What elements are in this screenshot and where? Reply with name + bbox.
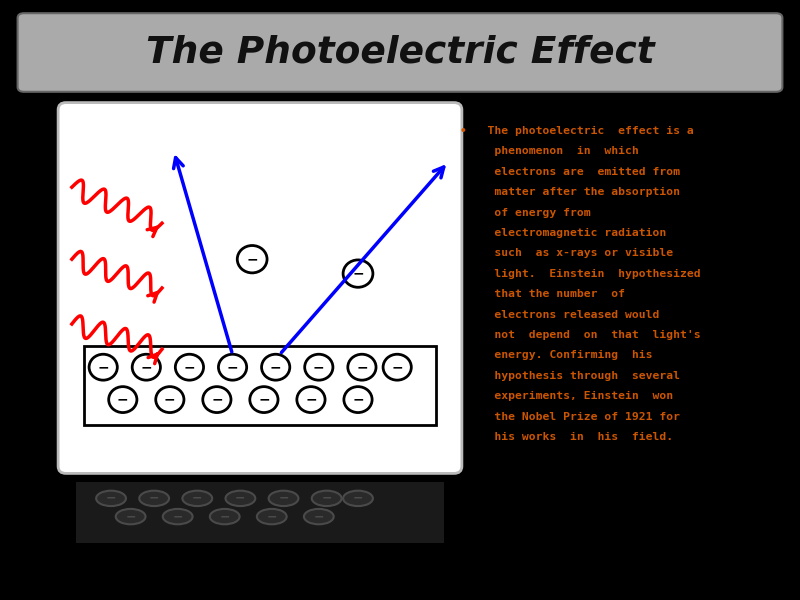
Text: −: − <box>141 360 152 374</box>
Text: −: − <box>126 510 136 523</box>
Text: −: − <box>235 492 246 505</box>
Circle shape <box>210 509 240 524</box>
Text: −: − <box>314 510 324 523</box>
Text: −: − <box>106 492 116 505</box>
Text: phenomenon  in  which: phenomenon in which <box>460 146 638 157</box>
Text: −: − <box>98 360 109 374</box>
Circle shape <box>132 354 161 380</box>
Text: matter after the absorption: matter after the absorption <box>460 187 680 197</box>
Text: electrons are  emitted from: electrons are emitted from <box>460 167 680 177</box>
Text: −: − <box>211 392 222 407</box>
Text: −: − <box>313 360 325 374</box>
Text: −: − <box>352 266 364 281</box>
Text: −: − <box>219 510 230 523</box>
Circle shape <box>175 354 203 380</box>
Text: the Nobel Prize of 1921 for: the Nobel Prize of 1921 for <box>460 412 680 422</box>
Circle shape <box>312 491 342 506</box>
Text: −: − <box>270 360 282 374</box>
Text: of energy from: of energy from <box>460 208 590 218</box>
Bar <box>83 346 437 425</box>
Circle shape <box>344 386 372 413</box>
FancyBboxPatch shape <box>58 103 462 473</box>
Text: −: − <box>305 392 317 407</box>
Text: −: − <box>173 510 183 523</box>
Circle shape <box>202 386 231 413</box>
Circle shape <box>238 245 267 273</box>
Text: −: − <box>352 392 364 407</box>
Text: −: − <box>278 492 289 505</box>
Text: −: − <box>226 360 238 374</box>
Circle shape <box>116 509 146 524</box>
Circle shape <box>89 354 118 380</box>
Circle shape <box>226 491 255 506</box>
Circle shape <box>139 491 169 506</box>
Text: his works  in  his  field.: his works in his field. <box>460 432 673 442</box>
Text: −: − <box>391 360 403 374</box>
Circle shape <box>304 509 334 524</box>
Circle shape <box>343 260 373 287</box>
Circle shape <box>348 354 376 380</box>
Circle shape <box>343 491 373 506</box>
Text: electrons released would: electrons released would <box>460 310 659 320</box>
Circle shape <box>250 386 278 413</box>
Text: −: − <box>258 392 270 407</box>
Text: −: − <box>164 392 176 407</box>
Text: −: − <box>266 510 277 523</box>
Circle shape <box>156 386 184 413</box>
Circle shape <box>109 386 137 413</box>
Circle shape <box>162 509 193 524</box>
Text: such  as x-rays or visible: such as x-rays or visible <box>460 248 673 259</box>
Text: −: − <box>353 492 363 505</box>
Circle shape <box>262 354 290 380</box>
Circle shape <box>182 491 212 506</box>
Text: −: − <box>322 492 332 505</box>
Text: −: − <box>117 392 129 407</box>
Circle shape <box>257 509 286 524</box>
Text: The Photoelectric Effect: The Photoelectric Effect <box>146 35 654 71</box>
Circle shape <box>305 354 333 380</box>
Circle shape <box>269 491 298 506</box>
Text: not  depend  on  that  light's: not depend on that light's <box>460 330 701 340</box>
Text: −: − <box>149 492 159 505</box>
Bar <box>76 482 444 543</box>
Text: −: − <box>356 360 368 374</box>
Circle shape <box>297 386 325 413</box>
Text: −: − <box>246 252 258 266</box>
Circle shape <box>218 354 246 380</box>
Circle shape <box>383 354 411 380</box>
Text: −: − <box>192 492 202 505</box>
Text: that the number  of: that the number of <box>460 289 625 299</box>
Text: electromagnetic radiation: electromagnetic radiation <box>460 228 666 238</box>
Text: •   The photoelectric  effect is a: • The photoelectric effect is a <box>460 126 694 136</box>
Circle shape <box>96 491 126 506</box>
Text: energy. Confirming  his: energy. Confirming his <box>460 350 653 361</box>
Text: light.  Einstein  hypothesized: light. Einstein hypothesized <box>460 269 701 279</box>
Text: hypothesis through  several: hypothesis through several <box>460 371 680 381</box>
Text: −: − <box>184 360 195 374</box>
Text: experiments, Einstein  won: experiments, Einstein won <box>460 391 673 401</box>
